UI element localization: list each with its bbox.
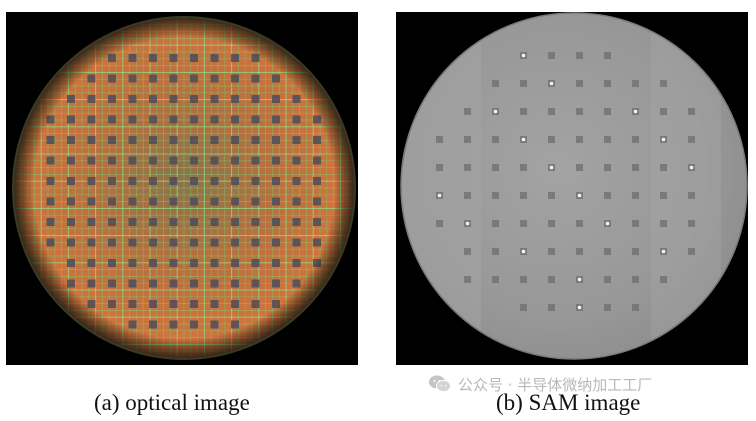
watermark-text: 公众号 · 半导体微纳加工工厂 [458,375,653,394]
sam-wafer-disc [401,13,747,359]
sam-die-pattern [436,52,695,311]
wechat-icon [429,375,451,393]
optical-wafer-edge [12,16,356,360]
watermark: 公众号 · 半导体微纳加工工厂 [428,372,652,396]
optical-wafer-image [12,16,356,360]
caption-sam-image: (b) SAM image [496,390,641,415]
caption-optical-image: (a) optical image [94,390,250,415]
optical-image-panel [6,12,358,365]
sam-wafer-image [400,12,748,360]
sam-wafer-edge [400,12,748,360]
sam-image-panel [396,12,748,365]
